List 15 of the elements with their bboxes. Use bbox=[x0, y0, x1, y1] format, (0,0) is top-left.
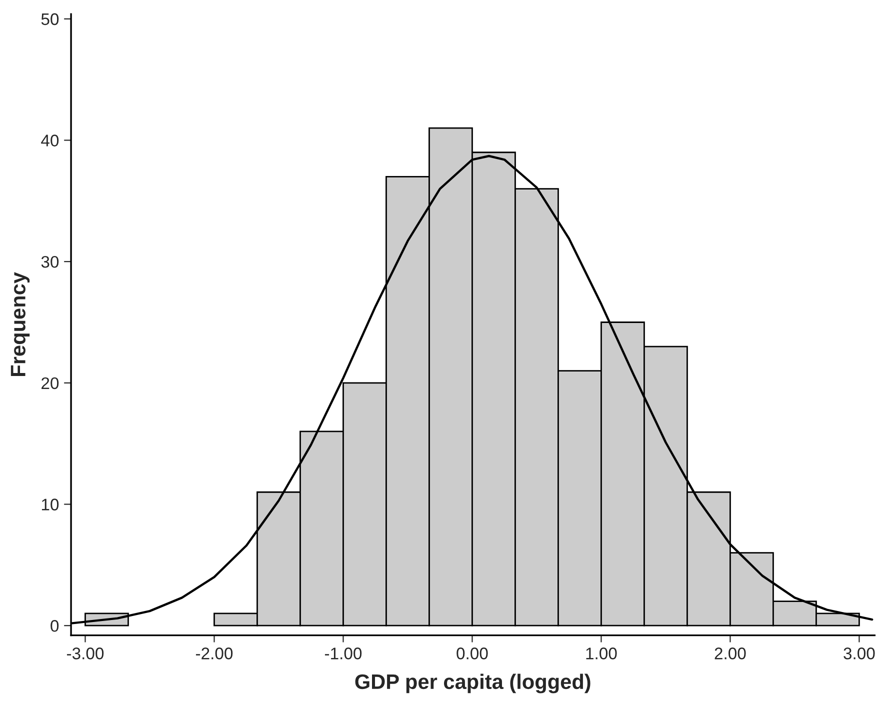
x-tick-label: -2.00 bbox=[196, 648, 233, 660]
x-tick-label: 1.00 bbox=[586, 648, 617, 660]
y-tick-label: 20 bbox=[42, 377, 59, 390]
x-tick-label: -1.00 bbox=[324, 648, 362, 660]
y-tick-label: 40 bbox=[41, 134, 59, 146]
y-tick-label: 50 bbox=[41, 13, 59, 26]
y-tick-label: 10 bbox=[42, 498, 59, 510]
y-tick-label: 30 bbox=[41, 256, 59, 268]
x-axis-title: GDP per capita (logged) bbox=[355, 674, 590, 694]
x-tick-label: 3.00 bbox=[844, 648, 875, 660]
x-tick-label: 0.00 bbox=[456, 648, 488, 660]
y-axis-title: Frequency bbox=[10, 272, 30, 376]
y-tick-label: 0 bbox=[50, 620, 59, 632]
x-tick-label: 2.00 bbox=[714, 648, 746, 660]
x-tick-label: -3.00 bbox=[66, 648, 104, 660]
